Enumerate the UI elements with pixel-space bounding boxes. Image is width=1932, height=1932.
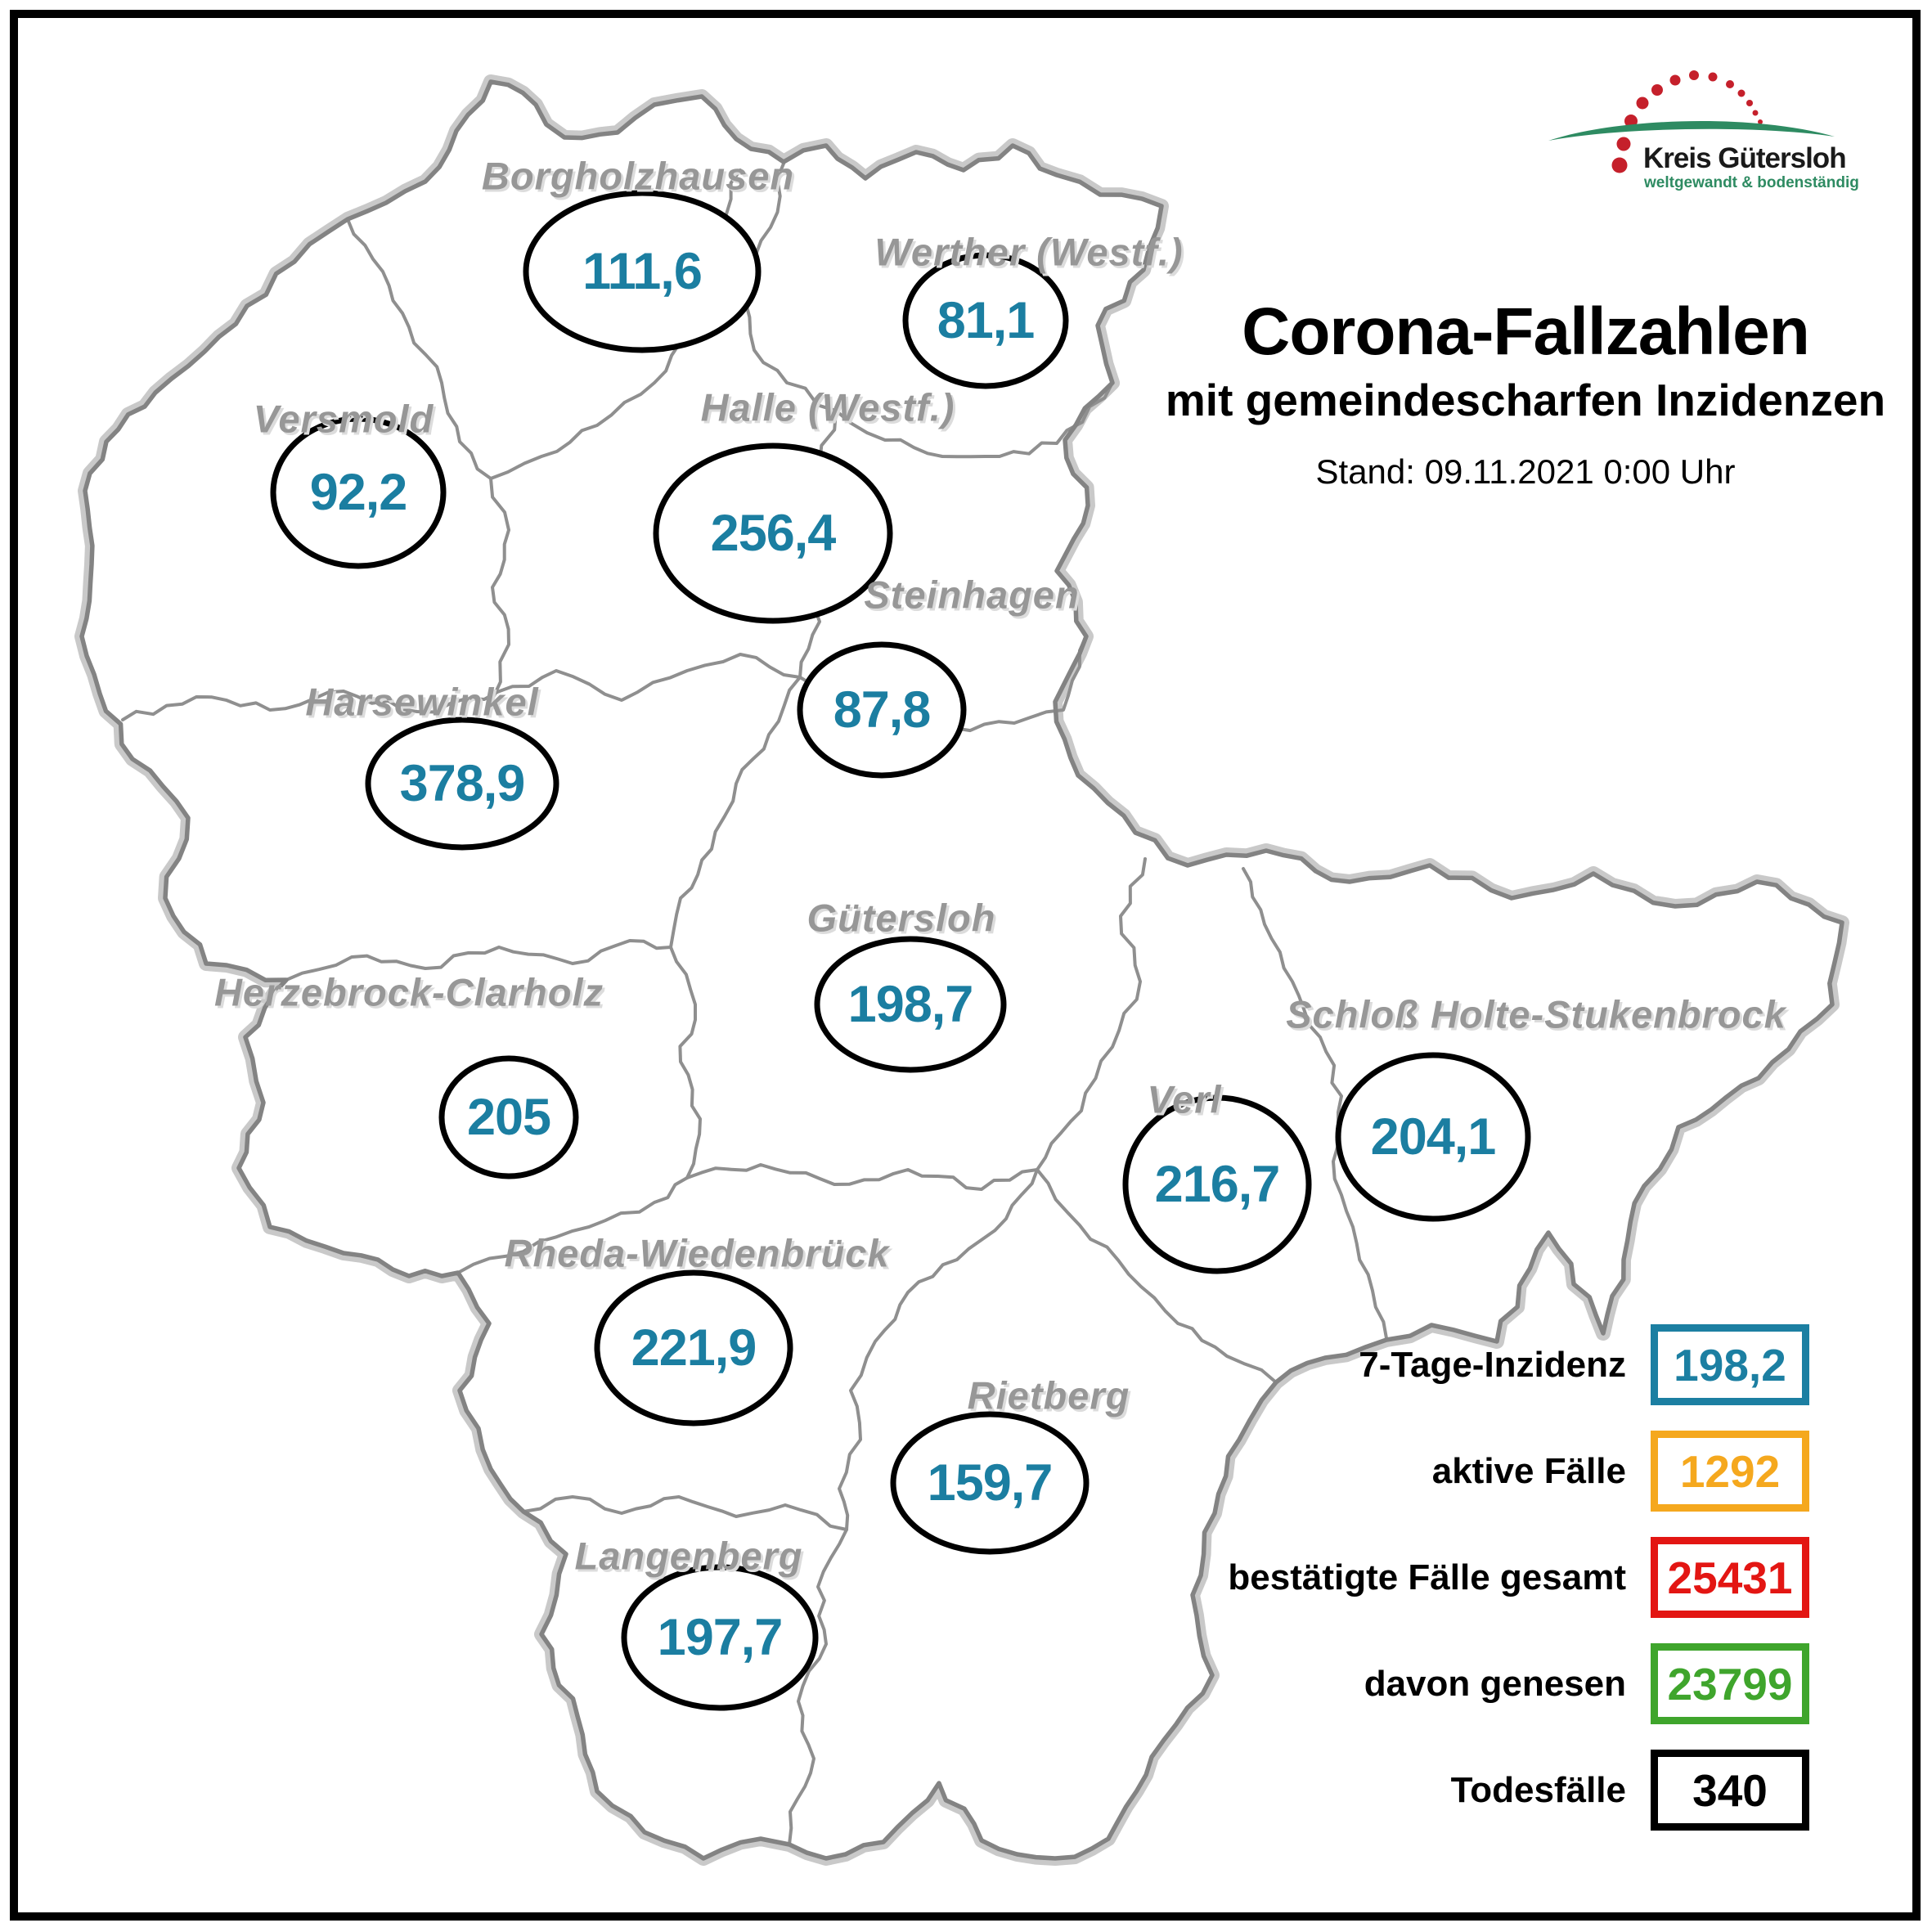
incidence-ellipse-halle-westf	[653, 443, 893, 624]
municipality-label-schlo-holte-stukenbrock: Schloß Holte-Stukenbrock	[1286, 992, 1786, 1036]
incidence-value-schlo-holte-stukenbrock: 204,1	[1370, 1108, 1497, 1166]
incidence-value-langenberg: 197,7	[657, 1609, 784, 1666]
incidence-value-versmold: 92,2	[309, 464, 408, 521]
page-border	[10, 10, 1921, 1921]
logo-dot	[1752, 110, 1759, 116]
incidence-ellipse-schlo-holte-stukenbrock	[1335, 1052, 1531, 1222]
logo-dot	[1758, 119, 1763, 124]
as-of-date: Stand: 09.11.2021 0:00 Uhr	[1315, 452, 1736, 491]
logo-swoosh-icon	[1548, 121, 1835, 141]
logo-dot	[1708, 72, 1718, 82]
municipal-boundary	[489, 477, 510, 701]
title-block: Corona-Fallzahlen mit gemeindescharfen I…	[1117, 293, 1932, 492]
page-subtitle: mit gemeindescharfen Inzidenzen	[1165, 375, 1886, 425]
municipal-boundary	[838, 1168, 1039, 1531]
incidence-value-rietberg: 159,7	[927, 1454, 1054, 1512]
incidence-value-verl: 216,7	[1154, 1156, 1281, 1213]
municipal-boundary	[1036, 1168, 1278, 1384]
municipal-boundary	[1242, 867, 1388, 1340]
logo-dot	[1611, 157, 1628, 173]
incidence-ellipse-verl	[1122, 1094, 1312, 1274]
municipality-label-g-tersloh: Gütersloh	[806, 896, 996, 940]
municipal-boundary	[669, 676, 802, 949]
incidence-value-herzebrock-clarholz: 205	[466, 1089, 551, 1146]
incidence-ellipse-werther-westf	[902, 252, 1069, 389]
logo-dot	[1636, 97, 1649, 110]
municipal-boundary	[1036, 857, 1147, 1171]
municipality-label-rietberg: Rietberg	[967, 1373, 1130, 1418]
incidence-value-steinhagen: 87,8	[833, 681, 932, 739]
district-outline	[79, 79, 1844, 1861]
municipal-boundary	[285, 939, 672, 982]
page-title: Corona-Fallzahlen	[1242, 294, 1810, 369]
kreis-guetersloh-logo: Kreis Gütersloh weltgewandt & bodenständ…	[1548, 70, 1859, 191]
incidence-value-borgholzhausen: 111,6	[582, 243, 703, 300]
municipality-label-halle-westf: Halle (Westf.)	[700, 385, 955, 429]
incidence-value-harsewinkel: 378,9	[399, 755, 526, 812]
municipality-label-steinhagen: Steinhagen	[864, 573, 1080, 617]
municipal-boundary	[788, 1528, 848, 1846]
incidence-ellipse-g-tersloh	[814, 936, 1007, 1073]
municipality-label-langenberg: Langenberg	[574, 1534, 803, 1578]
incidence-ellipse-steinhagen	[797, 641, 967, 779]
municipality-label-verl: Verl	[1147, 1077, 1222, 1121]
municipality-label-borgholzhausen: Borgholzhausen	[481, 154, 795, 198]
incidence-ellipse-herzebrock-clarholz	[438, 1055, 579, 1179]
municipal-boundary	[669, 946, 702, 1179]
logo-name: Kreis Gütersloh	[1643, 142, 1846, 174]
incidence-ellipse-rietberg	[890, 1411, 1090, 1555]
municipality-label-rheda-wiedenbr-ck: Rheda-Wiedenbrück	[504, 1231, 890, 1275]
incidence-value-halle-westf: 256,4	[710, 505, 837, 562]
municipal-boundary	[685, 1163, 1039, 1191]
incidence-ellipse-borgholzhausen	[523, 190, 762, 353]
municipal-boundary	[121, 653, 802, 721]
logo-dot	[1669, 74, 1681, 86]
logo-dot	[1616, 137, 1631, 151]
municipal-boundary	[522, 1495, 848, 1531]
logo-dot-arc-icon	[1611, 70, 1763, 173]
incidence-ellipse-rheda-wiedenbr-ck	[594, 1269, 793, 1427]
logo-dot	[1737, 89, 1746, 97]
logo-tagline: weltgewandt & bodenständig	[1643, 174, 1859, 191]
incidence-ellipse-versmold	[270, 416, 447, 569]
municipal-boundary	[346, 218, 492, 480]
incidence-value-g-tersloh: 198,7	[847, 976, 974, 1033]
municipality-label-werther-westf: Werther (Westf.)	[874, 230, 1184, 274]
logo-dot	[1689, 70, 1699, 80]
incidence-value-werther-westf: 81,1	[937, 292, 1036, 349]
logo-dot	[1726, 80, 1734, 88]
municipality-label-versmold: Versmold	[253, 397, 434, 441]
municipality-label-harsewinkel: Harsewinkel	[305, 680, 539, 724]
incidence-ellipse-langenberg	[621, 1564, 819, 1711]
incidence-value-rheda-wiedenbr-ck: 221,9	[631, 1319, 757, 1377]
logo-dot	[1746, 100, 1753, 106]
municipal-boundary	[456, 1176, 689, 1274]
incidence-ellipse-harsewinkel	[365, 717, 559, 851]
municipality-label-herzebrock-clarholz: Herzebrock-Clarholz	[213, 970, 604, 1014]
logo-dot	[1651, 84, 1663, 96]
